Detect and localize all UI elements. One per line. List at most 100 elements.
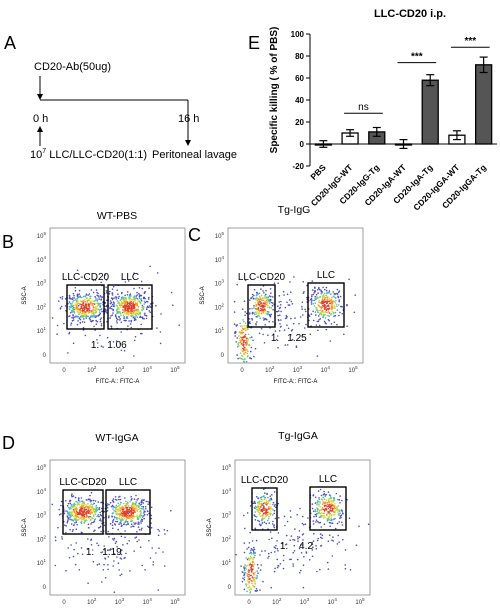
- facs-dot: [152, 561, 155, 563]
- facs-dot: [109, 306, 111, 309]
- facs-dot: [120, 523, 122, 525]
- facs-dot: [133, 295, 136, 297]
- facs-dot: [134, 300, 137, 302]
- facs-dot: [264, 318, 266, 321]
- facs-dot: [95, 308, 97, 311]
- facs-dot: [111, 294, 114, 296]
- facs-dot: [327, 311, 330, 314]
- facs-dot: [337, 295, 339, 298]
- facs-dot: [113, 553, 116, 555]
- facs-dot: [261, 503, 264, 505]
- facs-ytick: 101: [37, 558, 47, 567]
- facs-dot: [236, 324, 239, 326]
- facs-dot: [341, 521, 343, 524]
- facs-dot: [105, 286, 107, 289]
- facs-dot: [134, 537, 136, 539]
- facs-dot: [100, 317, 102, 319]
- facs-dot: [323, 292, 326, 295]
- facs-dot: [71, 514, 73, 516]
- facs-ytick: 0: [221, 353, 225, 359]
- facs-dot: [264, 312, 267, 315]
- facs-dot: [76, 311, 79, 313]
- facs-dot: [99, 318, 102, 321]
- facs-dot: [79, 302, 81, 305]
- facs-dot: [70, 513, 73, 515]
- facs-dot: [116, 322, 118, 324]
- facs-dot: [328, 299, 330, 301]
- facs-dot: [310, 313, 313, 315]
- facs-dot: [245, 585, 248, 587]
- facs-dot: [330, 519, 333, 522]
- facs-dot: [268, 518, 270, 520]
- facs-dot: [141, 332, 143, 335]
- facs-dot: [330, 517, 332, 520]
- facs-dot: [136, 510, 138, 512]
- facs-dot: [297, 536, 299, 538]
- facs-dot: [77, 503, 79, 505]
- facs-dot: [257, 301, 259, 304]
- facs-dot: [84, 512, 87, 514]
- facs-plot-frame: [49, 227, 186, 364]
- facs-dot: [267, 501, 270, 504]
- facs-dot: [90, 510, 92, 512]
- facs-dot: [317, 320, 320, 323]
- facs-dot: [298, 322, 300, 325]
- facs-dot: [76, 510, 78, 513]
- facs-dot: [318, 286, 320, 289]
- facs-ytick: 101: [222, 558, 232, 567]
- facs-dot: [312, 310, 314, 313]
- facs-dot: [149, 303, 152, 305]
- facs-dot: [70, 504, 73, 506]
- facs-title: Tg-IgG: [278, 204, 311, 216]
- facs-ytick: 103: [37, 511, 47, 520]
- facs-dot: [76, 300, 78, 302]
- facs-dot: [141, 500, 143, 503]
- facs-dot: [85, 499, 88, 501]
- facs-dot: [263, 496, 266, 499]
- facs-dot: [68, 308, 71, 310]
- facs-dot: [109, 317, 111, 319]
- facs-dot: [125, 515, 127, 518]
- facs-dot: [244, 527, 246, 530]
- facs-dot: [75, 315, 77, 317]
- facs-dot: [302, 523, 305, 526]
- facs-dot: [315, 324, 318, 326]
- facs-dot: [137, 526, 140, 528]
- facs-dot: [326, 314, 329, 317]
- facs-ytick: 105: [222, 463, 232, 472]
- facs-dot: [76, 501, 79, 504]
- facs-dot: [125, 552, 127, 555]
- facs-dot: [123, 523, 125, 526]
- facs-dot: [263, 517, 265, 520]
- facs-dot: [68, 557, 71, 559]
- facs-dot: [150, 514, 153, 517]
- facs-dot: [332, 514, 335, 516]
- facs-dot: [141, 564, 143, 567]
- facs-dot: [331, 300, 333, 303]
- facs-dot: [126, 506, 129, 509]
- facs-dot: [100, 281, 102, 284]
- facs-dot: [328, 521, 331, 524]
- facs-dot: [70, 544, 72, 546]
- facs-dot: [124, 319, 127, 322]
- facs-dot: [349, 569, 352, 571]
- facs-dot: [77, 304, 80, 307]
- facs-dot: [139, 546, 142, 548]
- facs-dot: [72, 317, 75, 319]
- facs-dot: [242, 341, 245, 344]
- facs-dot: [170, 291, 173, 294]
- facs-dot: [342, 538, 344, 541]
- facs-dot: [263, 498, 266, 501]
- facs-dot: [92, 308, 94, 311]
- facs-dot: [259, 497, 262, 499]
- facs-dot: [241, 338, 244, 341]
- facs-dot: [150, 527, 153, 529]
- facs-dot: [319, 318, 322, 320]
- facs-dot: [60, 504, 62, 507]
- facs-dot: [261, 515, 264, 518]
- facs-dot: [259, 317, 262, 320]
- facs-dot: [145, 315, 148, 317]
- facs-dot: [130, 509, 133, 512]
- facs-dot: [266, 313, 269, 316]
- facs-dot: [136, 312, 138, 315]
